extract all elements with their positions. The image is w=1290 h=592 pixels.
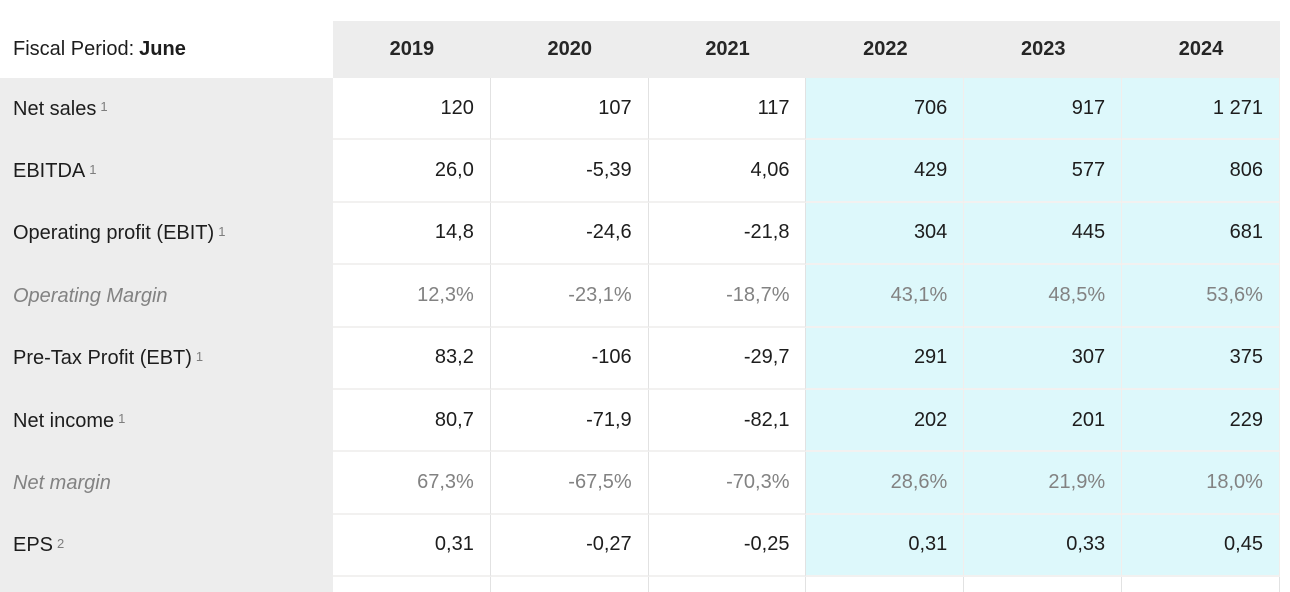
row-label: Operating profit (EBIT) [13,222,215,245]
value-cell: 14,8 [333,202,491,266]
row-label: Operating Margin [13,284,168,307]
value-cell: -0,27 [490,514,649,578]
value-cell: 53,6% [1122,265,1280,328]
value-cell: -82,1 [648,389,807,453]
table-row: Net margin 67,3% -67,5% -70,3% 28,6% 21,9% 18,… [0,452,1280,515]
partial-next-row [0,577,1280,592]
value-cell: 917 [964,78,1123,141]
year-header-2020: 2020 [490,21,649,78]
row-label: EPS [13,534,54,557]
value-cell: 577 [964,140,1123,203]
year-header-2024: 2024 [1122,21,1280,78]
row-label-cell: EPS 2 [0,514,333,578]
row-label: EBITDA [13,160,86,183]
year-header-2023: 2023 [964,21,1123,78]
value-cell: 0,45 [1122,514,1280,578]
year-header-2021: 2021 [648,21,807,78]
value-cell: -71,9 [490,389,649,453]
value-cell: 201 [964,389,1123,453]
row-label-cell: Operating Margin [0,265,333,328]
value-cell: 0,31 [333,514,491,578]
year-header-2022: 2022 [806,21,965,78]
row-label-cell: Net margin [0,452,333,515]
value-cell [648,577,807,592]
value-cell [490,577,649,592]
financials-table: Fiscal Period: June 2019 2020 2021 2022 … [0,21,1280,592]
value-cell: 43,1% [806,265,965,328]
table-row: Net sales 1 120 107 117 706 917 1 271 [0,78,1280,141]
value-cell: 307 [964,327,1123,390]
value-cell: -0,25 [648,514,807,578]
value-cell: 80,7 [333,389,491,453]
value-cell: 1 271 [1122,78,1280,141]
value-cell: 706 [806,78,965,141]
table-row: Pre-Tax Profit (EBT) 1 83,2 -106 -29,7 291 307… [0,327,1280,390]
row-label-cell: EBITDA 1 [0,140,333,203]
value-cell: -70,3% [648,452,807,515]
row-label-cell: Pre-Tax Profit (EBT) 1 [0,327,333,390]
value-cell: -5,39 [490,140,649,203]
value-cell: 21,9% [964,452,1123,515]
row-label-cell: Operating profit (EBIT) 1 [0,202,333,266]
value-cell: -23,1% [490,265,649,328]
row-label-cell [0,577,333,592]
table-body: Net sales 1 120 107 117 706 917 1 271 EBITDA 1 26,… [0,78,1280,578]
value-cell: 681 [1122,202,1280,266]
value-cell [964,577,1123,592]
value-cell: 4,06 [648,140,807,203]
value-cell [1122,577,1280,592]
value-cell: 107 [490,78,649,141]
fiscal-period-value: June [139,38,186,60]
value-cell [333,577,491,592]
header-row: Fiscal Period: June 2019 2020 2021 2022 … [0,21,1280,78]
value-cell: 0,31 [806,514,965,578]
value-cell: 12,3% [333,265,491,328]
value-cell [806,577,965,592]
value-cell: -67,5% [490,452,649,515]
value-cell: -24,6 [490,202,649,266]
table-row: Operating Margin 12,3% -23,1% -18,7% 43,1% 48… [0,265,1280,328]
value-cell: 291 [806,327,965,390]
year-header-2019: 2019 [333,21,491,78]
value-cell: 445 [964,202,1123,266]
row-label: Pre-Tax Profit (EBT) [13,347,192,370]
value-cell: 429 [806,140,965,203]
value-cell: 806 [1122,140,1280,203]
value-cell: 28,6% [806,452,965,515]
value-cell: 304 [806,202,965,266]
value-cell: -106 [490,327,649,390]
row-label: Net income [13,409,115,432]
table-row: Operating profit (EBIT) 1 14,8 -24,6 -21,8 30… [0,202,1280,266]
table-row: Net income 1 80,7 -71,9 -82,1 202 201 229 [0,389,1280,453]
value-cell: 26,0 [333,140,491,203]
value-cell: 0,33 [964,514,1123,578]
value-cell: 18,0% [1122,452,1280,515]
value-cell: 117 [648,78,807,141]
value-cell: 67,3% [333,452,491,515]
value-cell: -18,7% [648,265,807,328]
value-cell: -21,8 [648,202,807,266]
fiscal-period-label: Fiscal Period: [13,38,135,60]
table-row: EPS 2 0,31 -0,27 -0,25 0,31 0,33 0,45 [0,514,1280,578]
fiscal-period-cell: Fiscal Period: June [0,21,333,78]
value-cell: -29,7 [648,327,807,390]
table-row: EBITDA 1 26,0 -5,39 4,06 429 577 806 [0,140,1280,203]
row-label-cell: Net income 1 [0,389,333,453]
value-cell: 83,2 [333,327,491,390]
value-cell: 120 [333,78,491,141]
value-cell: 229 [1122,389,1280,453]
row-label-cell: Net sales 1 [0,78,333,141]
row-label: Net margin [13,472,111,495]
value-cell: 202 [806,389,965,453]
row-label: Net sales [13,97,97,120]
value-cell: 48,5% [964,265,1123,328]
value-cell: 375 [1122,327,1280,390]
